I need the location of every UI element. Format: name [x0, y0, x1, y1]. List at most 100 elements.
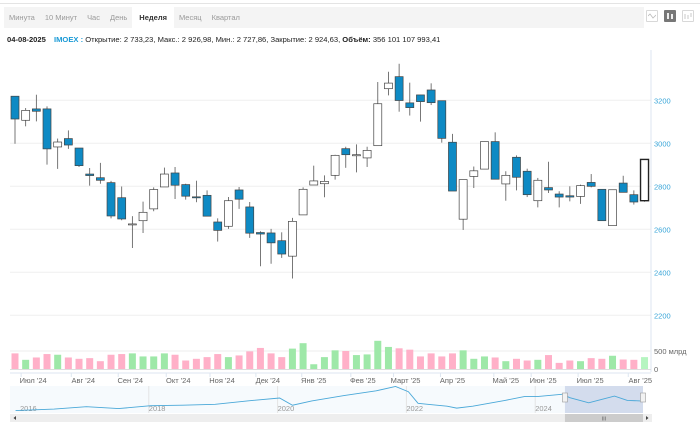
- candle-down: [96, 177, 105, 181]
- candle-down: [394, 76, 404, 101]
- volume-bar: [107, 354, 115, 369]
- candle-down: [192, 196, 201, 199]
- x-tick-label: Май '25: [493, 376, 520, 385]
- scroll-right-arrow-icon[interactable]: [646, 416, 649, 420]
- tab-1[interactable]: 10 Минут: [44, 13, 78, 22]
- x-tick-label: Март '25: [391, 376, 421, 385]
- volume-bar: [64, 357, 72, 369]
- volume-bar: [523, 360, 531, 369]
- info-volume: 356 101 107 993,41: [372, 35, 441, 44]
- candle-down: [42, 108, 52, 150]
- volume-bar: [406, 349, 414, 369]
- volume-bar: [192, 358, 200, 369]
- candle-down: [10, 95, 20, 120]
- volume-bar: [203, 357, 211, 369]
- scrollbar-grip-icon: III: [602, 417, 606, 423]
- candle-up: [352, 154, 361, 157]
- volume-bar: [235, 355, 243, 369]
- navigator-right-handle[interactable]: [640, 392, 646, 403]
- navigator-year-label: 2022: [406, 404, 423, 413]
- x-tick-label: Июл '24: [20, 376, 47, 385]
- volume-bar: [246, 351, 254, 369]
- info-ticker: IMOEX :: [53, 35, 84, 44]
- tab-2[interactable]: Час: [87, 13, 100, 22]
- candle-up: [469, 170, 479, 177]
- volume-bar: [150, 356, 158, 369]
- volume-bar: [320, 357, 328, 369]
- candle-down: [448, 141, 457, 192]
- candle-up: [639, 158, 650, 202]
- volume-tick-label: 0: [654, 365, 658, 374]
- candle-up: [149, 189, 159, 210]
- chart-type-switcher: [646, 10, 694, 22]
- volume-bar: [427, 353, 435, 369]
- candle-up: [21, 110, 31, 121]
- y-tick-label: 2400: [654, 268, 671, 277]
- volume-bar: [416, 356, 424, 369]
- scroll-left-arrow-icon[interactable]: [13, 416, 17, 420]
- candle-up: [576, 185, 585, 197]
- candle-down: [117, 197, 127, 220]
- candle-down: [74, 147, 84, 167]
- volume-bar: [502, 361, 510, 369]
- candle-down: [522, 170, 532, 196]
- navigator-line: [15, 386, 641, 411]
- volume-bar: [545, 355, 552, 369]
- volume-bar: [641, 357, 649, 369]
- navigator-year-label: 2018: [149, 404, 166, 413]
- volume-bar: [438, 356, 446, 369]
- tab-6[interactable]: Квартал: [211, 13, 240, 22]
- info-date: 04-08-2025: [7, 35, 46, 44]
- candle-up: [160, 173, 169, 188]
- volume-bar: [352, 355, 360, 369]
- line-chart-icon[interactable]: [646, 10, 658, 22]
- volume-bar: [214, 354, 222, 369]
- volume-bar: [534, 359, 542, 369]
- scrollbar-thumb[interactable]: [564, 414, 643, 422]
- candle-up: [53, 141, 63, 148]
- volume-bar: [278, 357, 286, 369]
- candle-up: [309, 180, 319, 186]
- volume-bar: [609, 355, 617, 369]
- tab-0[interactable]: Минута: [9, 13, 35, 22]
- volume-bar: [363, 354, 371, 369]
- volume-bar: [32, 357, 40, 369]
- volume-bar: [619, 359, 627, 369]
- candle-up: [128, 223, 137, 226]
- x-tick-label: Авг '25: [628, 376, 652, 385]
- candle-down: [85, 173, 95, 176]
- tab-4[interactable]: Неделя: [132, 7, 174, 28]
- y-tick-label: 3200: [654, 96, 671, 105]
- navigator-left-handle[interactable]: [562, 392, 568, 403]
- candle-down: [277, 240, 287, 255]
- navigator-year-label: 2016: [20, 404, 37, 413]
- scrollbar-track[interactable]: [10, 414, 652, 422]
- candle-down: [544, 187, 553, 191]
- info-low-label: Мин.:: [215, 35, 235, 44]
- x-tick-label: Ноя '24: [209, 376, 235, 385]
- tab-5[interactable]: Месяц: [178, 13, 202, 22]
- candle-down: [554, 193, 564, 198]
- candle-up: [288, 220, 297, 257]
- volume-bar: [512, 358, 520, 369]
- tab-3[interactable]: День: [109, 13, 128, 22]
- candle-up: [320, 181, 329, 185]
- candle-down: [31, 108, 41, 112]
- bar-chart-icon[interactable]: [682, 10, 694, 22]
- candle-up: [373, 103, 383, 147]
- candle-down: [565, 195, 575, 198]
- volume-bar: [256, 347, 264, 369]
- volume-bar: [128, 353, 136, 369]
- candle-down: [597, 188, 607, 222]
- volume-bar: [395, 348, 403, 369]
- candlestick-icon[interactable]: [664, 10, 676, 22]
- y-tick-label: 2200: [654, 311, 671, 320]
- candle-down: [405, 102, 415, 108]
- info-high: 2 926,98: [181, 35, 212, 44]
- volume-bar: [43, 354, 51, 369]
- y-tick-label: 2800: [654, 182, 671, 191]
- candle-down: [234, 189, 244, 200]
- candle-up: [608, 189, 617, 226]
- candle-down: [629, 194, 639, 203]
